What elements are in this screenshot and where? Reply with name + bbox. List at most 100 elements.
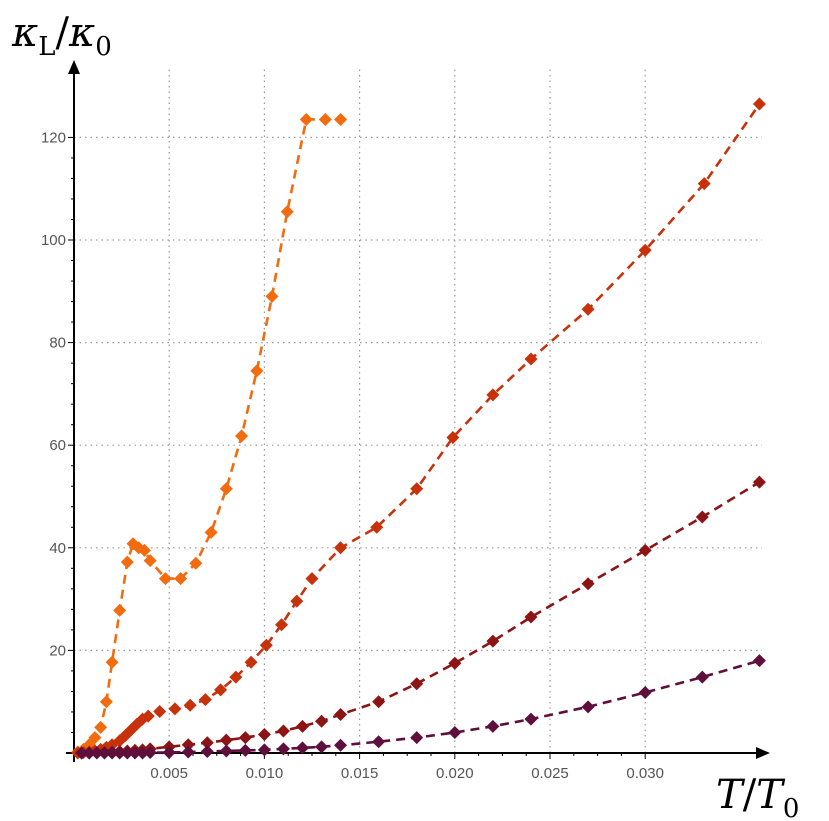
series-line: [81, 480, 761, 755]
data-point: [88, 731, 102, 745]
y-tick-label: 80: [49, 335, 66, 352]
data-point: [174, 572, 188, 586]
data-point: [113, 746, 127, 760]
data-point: [219, 482, 233, 496]
y-label-sep: /: [56, 10, 70, 56]
data-point: [334, 738, 348, 752]
data-point: [113, 603, 127, 617]
y-label-base: κ: [68, 10, 95, 56]
y-axis-label: κL/κ0: [11, 10, 112, 62]
x-axis-arrow: [756, 747, 770, 759]
data-point: [137, 543, 151, 557]
series-line: [77, 103, 761, 755]
data-point: [120, 746, 134, 760]
data-point: [238, 743, 252, 757]
data-point: [486, 388, 500, 402]
data-point: [295, 719, 309, 733]
data-point: [99, 695, 113, 709]
data-point: [752, 475, 766, 489]
data-point: [486, 634, 500, 648]
data-point: [162, 745, 176, 759]
data-point: [486, 719, 500, 733]
data-point: [189, 556, 203, 570]
data-point: [305, 572, 319, 586]
data-point: [105, 655, 119, 669]
data-point: [524, 352, 538, 366]
data-point: [280, 205, 294, 219]
data-point: [259, 638, 273, 652]
ticks: 0.005 0.010 0.015 0.020 0.025 0.030 20 40 60 80 10…: [41, 129, 664, 782]
data-point: [257, 728, 271, 742]
y-axis-arrow: [68, 60, 80, 74]
data-point: [448, 656, 462, 670]
data-point: [238, 731, 252, 745]
data-point: [315, 714, 329, 728]
x-tick-label: 0.010: [246, 765, 284, 782]
y-tick-label: 120: [41, 129, 66, 146]
data-point: [75, 746, 89, 760]
data-point: [315, 740, 329, 754]
x-label-base: T: [756, 772, 786, 818]
data-point: [181, 738, 195, 752]
data-point: [638, 243, 652, 257]
data-point: [275, 618, 289, 632]
data-point: [334, 541, 348, 555]
data-point: [244, 655, 258, 669]
y-label-sub2: 0: [95, 32, 112, 62]
data-point: [204, 525, 218, 539]
x-label-sub: 0: [783, 794, 800, 821]
x-tick-label: 0.030: [626, 765, 664, 782]
data-point: [219, 744, 233, 758]
series-layer: [71, 97, 766, 760]
x-tick-label: 0.025: [531, 765, 569, 782]
y-tick-label: 60: [49, 437, 66, 454]
data-point: [410, 731, 424, 745]
data-point: [295, 741, 309, 755]
data-point: [136, 746, 150, 760]
data-point: [181, 745, 195, 759]
data-point: [105, 746, 119, 760]
data-point: [97, 746, 111, 760]
y-tick-label: 20: [49, 642, 66, 659]
data-point: [524, 610, 538, 624]
data-point: [158, 572, 172, 586]
data-point: [265, 289, 279, 303]
data-point: [183, 698, 197, 712]
data-point: [118, 729, 132, 743]
data-point: [372, 735, 386, 749]
data-point: [372, 695, 386, 709]
y-label-main: κ: [11, 10, 38, 56]
data-point: [198, 693, 212, 707]
series-4: [75, 654, 766, 760]
data-point: [250, 364, 264, 378]
y-tick-label: 100: [41, 232, 66, 249]
data-point: [90, 746, 104, 760]
x-tick-label: 0.005: [150, 765, 188, 782]
y-label-sub1: L: [38, 32, 55, 62]
data-point: [581, 577, 595, 591]
data-point: [695, 510, 709, 524]
data-point: [120, 555, 134, 569]
data-point: [141, 709, 155, 723]
data-point: [276, 724, 290, 738]
data-point: [318, 112, 332, 126]
x-tick-label: 0.015: [341, 765, 379, 782]
x-tick-label: 0.020: [436, 765, 474, 782]
data-point: [214, 683, 228, 697]
data-point: [143, 745, 157, 759]
data-point: [235, 429, 249, 443]
data-point: [219, 733, 233, 747]
grid: [74, 68, 762, 753]
data-point: [581, 700, 595, 714]
x-label-main: T: [716, 772, 746, 818]
data-point: [752, 97, 766, 111]
y-tick-label: 40: [49, 540, 66, 557]
x-axis-label: T/T0: [716, 772, 799, 821]
data-point: [638, 543, 652, 557]
data-point: [638, 685, 652, 699]
data-point: [257, 743, 271, 757]
data-point: [229, 670, 243, 684]
data-point: [299, 112, 313, 126]
data-point: [446, 431, 460, 445]
